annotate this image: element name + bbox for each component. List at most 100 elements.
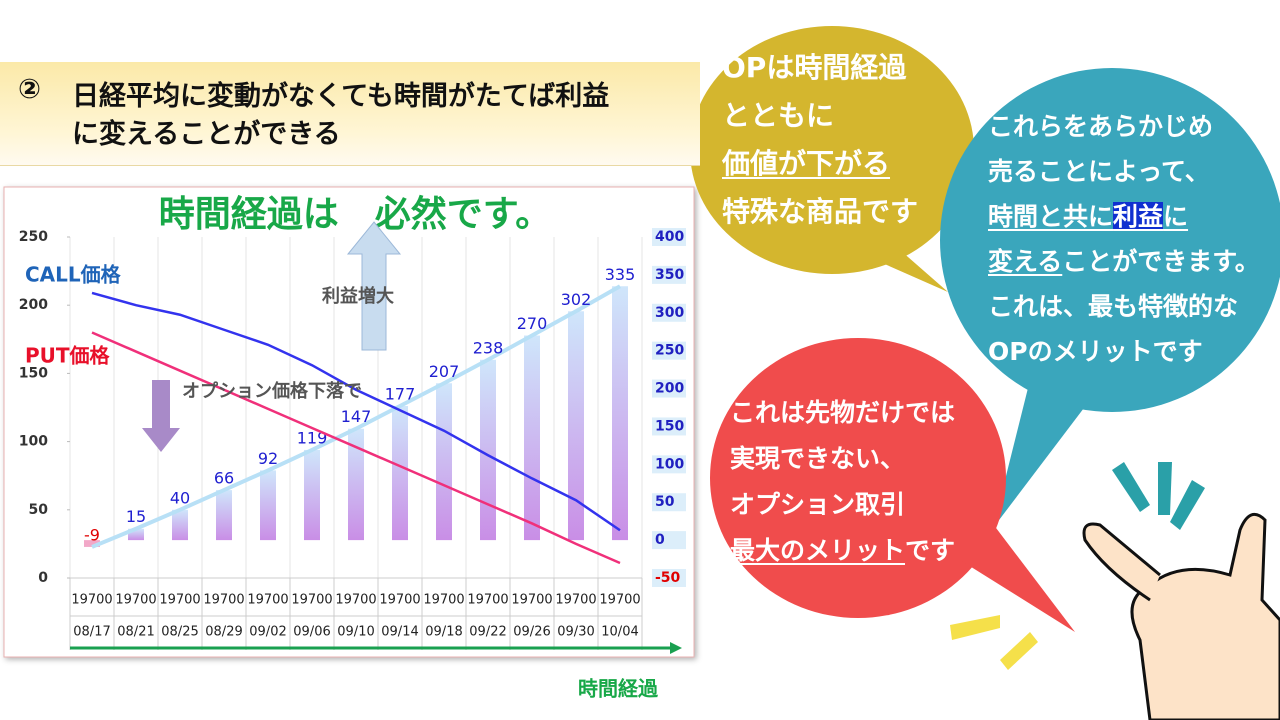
bubble-gold <box>690 26 974 274</box>
bar <box>304 449 320 541</box>
bubble-text: これは先物だけでは 実現できない、 オプション取引 最大のメリットです <box>730 390 955 574</box>
bubble-teal <box>940 68 1280 412</box>
y2-tick <box>652 417 686 436</box>
line: 最大のメリットです <box>730 528 955 574</box>
bar <box>128 528 144 541</box>
line: 実現できない、 <box>730 436 955 482</box>
data-label: 15 <box>126 507 146 526</box>
bubble-text: OPは時間経過 とともに 価値が下がる 特殊な商品です <box>722 44 918 236</box>
seg: これは、最も特徴的な <box>988 292 1239 321</box>
y2-tick-label: 300 <box>655 305 684 321</box>
y2-tick <box>652 265 686 284</box>
seg: オプション取引 <box>730 490 906 519</box>
seg: OPは時間経過 <box>722 51 907 84</box>
seg: 売ることによって、 <box>988 157 1210 186</box>
x-tick-label: 09/22 <box>469 625 506 640</box>
chart: 19700 08/17 19700 08/21 19700 08/25 19700 08/29… <box>19 193 686 701</box>
y-tick-label: 50 <box>29 502 49 518</box>
x-tick-label: 10/04 <box>601 625 638 640</box>
seg: ことができます。 <box>1062 247 1260 276</box>
y2-tick-label: 200 <box>655 381 684 397</box>
series-label: PUT価格 <box>25 344 111 368</box>
x-tick-label: 19700 <box>159 593 200 608</box>
seg: これは先物だけでは <box>730 398 956 427</box>
bubble-tail <box>993 380 1090 528</box>
x-tick-label: 09/14 <box>381 625 418 640</box>
seg: 最大のメリット <box>730 536 906 565</box>
bubble-tail <box>880 250 948 292</box>
x-tick-label: 08/21 <box>117 625 154 640</box>
x-tick-label: 19700 <box>335 593 376 608</box>
seg: に <box>1163 202 1189 231</box>
line: オプション取引 <box>730 482 955 528</box>
bubble-tail <box>960 520 1075 632</box>
x-tick-label: 09/02 <box>249 625 286 640</box>
data-label: 147 <box>341 407 372 426</box>
time-arrow-head <box>670 642 682 654</box>
y2-tick <box>652 341 686 360</box>
data-label: 207 <box>429 362 460 381</box>
y2-tick <box>652 228 686 246</box>
y2-tick-label: 400 <box>655 229 684 245</box>
x-tick-label: 19700 <box>115 593 156 608</box>
x-tick-label: 09/18 <box>425 625 462 640</box>
line: これは、最も特徴的な <box>988 284 1260 329</box>
data-label: 270 <box>517 314 548 333</box>
y2-tick <box>652 493 686 512</box>
y2-tick <box>652 379 686 398</box>
x-tick-label: 19700 <box>599 593 640 608</box>
data-label: 238 <box>473 338 504 357</box>
x-tick-label: 09/06 <box>293 625 330 640</box>
data-label: 335 <box>605 265 636 284</box>
annotation: 利益増大 <box>322 285 394 307</box>
x-tick-label: 19700 <box>511 593 552 608</box>
seg: 実現できない、 <box>730 444 906 473</box>
line: 変えることができます。 <box>988 239 1260 284</box>
line <box>91 331 621 565</box>
bar <box>348 428 364 541</box>
seg: 特殊な商品です <box>722 195 919 228</box>
y2-tick <box>652 569 686 587</box>
y-tick-label: 200 <box>19 297 48 313</box>
bar <box>392 405 408 541</box>
bar-trend <box>91 284 621 549</box>
chart-title: 時間経過は 必然です。 <box>159 193 551 235</box>
seg: OPのメリットです <box>988 337 1203 366</box>
line: 時間と共に利益に <box>988 194 1260 239</box>
seg: これらをあらかじめ <box>988 112 1214 141</box>
bar <box>612 286 628 541</box>
bubble-red <box>710 338 1006 618</box>
y2-tick-label: 350 <box>655 267 684 283</box>
y-tick-label: 100 <box>19 434 48 450</box>
seg: 価値が下がる <box>722 147 891 180</box>
x-tick-label: 19700 <box>555 593 596 608</box>
bar <box>172 509 188 541</box>
line: OPのメリットです <box>988 329 1260 374</box>
x-tick-label: 09/26 <box>513 625 550 640</box>
x-tick-label: 08/17 <box>73 625 110 640</box>
line: とともに <box>722 92 918 140</box>
bar <box>436 383 452 541</box>
annotation: オプション価格下落で <box>182 380 362 402</box>
seg: 利益 <box>1113 202 1164 231</box>
data-label: 119 <box>297 428 328 447</box>
y2-tick-label: 150 <box>655 418 684 434</box>
header-line: 日経平均に変動がなくても時間がたてば利益 <box>72 81 610 112</box>
data-label: 177 <box>385 384 416 403</box>
x-tick-label: 19700 <box>467 593 508 608</box>
x-tick-label: 19700 <box>203 593 244 608</box>
seg: です <box>905 536 956 565</box>
y-tick-label: 0 <box>38 570 48 586</box>
x-tick-label: 19700 <box>247 593 288 608</box>
line: 特殊な商品です <box>722 188 918 236</box>
x-tick-label: 09/10 <box>337 625 374 640</box>
x-tick-label: 19700 <box>379 593 420 608</box>
x-tick-label: 19700 <box>291 593 332 608</box>
seg: 時間と共に <box>988 202 1114 231</box>
bubble-text: これらをあらかじめ 売ることによって、 時間と共に利益に 変えることができます。… <box>988 104 1260 374</box>
y2-tick-label: -50 <box>655 570 681 586</box>
arrow-up <box>346 221 402 351</box>
line <box>91 291 621 532</box>
seg: 変える <box>988 247 1063 276</box>
